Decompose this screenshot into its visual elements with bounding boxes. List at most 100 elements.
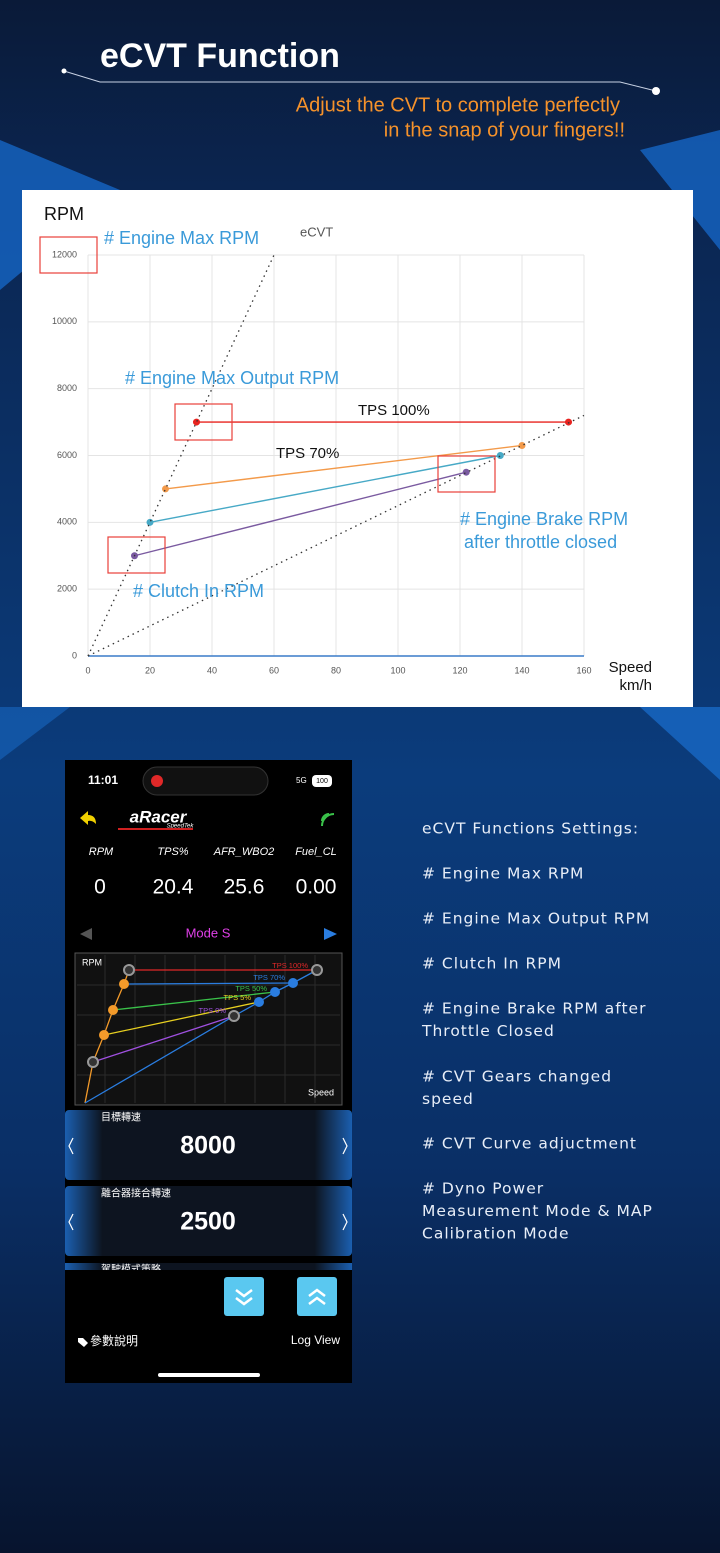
feature-heading: eCVT Functions Settings:	[422, 820, 639, 838]
column-label: RPM	[89, 846, 114, 858]
x-tick-label: 140	[514, 665, 529, 675]
log-view[interactable]: Log View	[291, 1333, 340, 1347]
brand: aRacer	[130, 807, 188, 826]
readings: RPM 0 TPS% 20.4 AFR_WBO2 25.6 Fuel_CL 0.00	[89, 846, 337, 899]
rule-dot	[652, 87, 660, 95]
chart-panel	[22, 190, 693, 707]
signal-icon	[321, 813, 335, 827]
series-line	[134, 471, 467, 557]
feature-item: Calibration Mode	[422, 1225, 570, 1243]
highlight-box	[107, 536, 166, 574]
x-tick-label: 120	[452, 665, 467, 675]
status-battery: 100	[316, 778, 328, 785]
card[interactable]	[65, 1110, 352, 1180]
feature-item: # CVT Curve adjuctment	[422, 1135, 637, 1153]
y-tick-label: 6000	[57, 450, 77, 460]
decor	[640, 707, 720, 780]
annotation: # Engine Max Output RPM	[125, 368, 339, 388]
y-tick-label: 8000	[57, 383, 77, 393]
dynamic-island	[142, 766, 269, 796]
help-link[interactable]: 參數說明	[90, 1333, 138, 1348]
feature-item: # Dyno Power	[422, 1180, 544, 1198]
feature-item: # CVT Gears changed	[422, 1068, 612, 1086]
feature-item: speed	[422, 1090, 474, 1108]
title-rule	[63, 70, 657, 92]
mini-y-label: RPM	[82, 957, 102, 967]
series-line	[165, 444, 523, 490]
annotation: TPS 100%	[358, 402, 430, 419]
brand-sub: SpeedTek	[167, 824, 195, 830]
status-time: 11:01	[88, 773, 118, 787]
series-line	[149, 454, 501, 524]
record-dot	[151, 775, 163, 787]
x-tick-label: 160	[576, 665, 591, 675]
column-label: TPS%	[157, 846, 188, 858]
highlight-box	[39, 236, 98, 274]
chart-title: eCVT	[300, 224, 333, 239]
card-label: 目標轉速	[101, 1111, 141, 1124]
column-label: Fuel_CL	[295, 846, 337, 858]
curve-label: TPS 0%	[198, 1006, 226, 1015]
mode-label: Mode S	[186, 925, 231, 940]
card[interactable]	[65, 1186, 352, 1256]
guide-line	[87, 254, 275, 657]
column-label: AFR_WBO2	[213, 846, 275, 858]
brand-bar	[118, 828, 193, 830]
y-tick-label: 12000	[52, 249, 77, 259]
x-tick-label: 20	[145, 665, 155, 675]
battery	[312, 775, 332, 787]
card-label: 離合器接合轉速	[101, 1187, 171, 1200]
annotation: # Engine Max RPM	[104, 228, 259, 248]
highlight-box	[437, 455, 496, 493]
mini-labels: TPS 100% TPS 70% TPS 50%TPS 5% TPS 0%	[198, 961, 308, 1015]
data-point	[462, 468, 470, 476]
data-point	[162, 485, 169, 493]
data-point	[496, 452, 504, 459]
title: eCVT Function	[100, 37, 340, 75]
curve-label: TPS 70%	[253, 973, 285, 982]
curve-label: TPS 100%	[272, 961, 308, 970]
x-axis-label: km/h	[619, 677, 652, 694]
card-arrows	[68, 1137, 348, 1231]
data-point	[193, 418, 200, 426]
data-point	[146, 518, 154, 526]
curve-label: TPS 5%	[223, 993, 251, 1002]
icon	[308, 1288, 326, 1305]
feature-item: # Engine Max RPM	[422, 865, 584, 883]
home-indicator	[158, 1373, 260, 1377]
mode-next[interactable]	[324, 928, 337, 940]
y-tick-label: 10000	[52, 316, 77, 326]
data-point	[565, 418, 572, 426]
rule-dot	[61, 68, 67, 74]
guide-line	[87, 414, 585, 657]
subtitle: in the snap of your fingers!!	[384, 119, 625, 141]
reading-value: 20.4	[153, 876, 194, 899]
mini-points	[87, 964, 323, 1068]
feature-item: Measurement Mode & MAP	[422, 1202, 653, 1220]
card[interactable]	[65, 1263, 352, 1271]
reading-value: 25.6	[224, 876, 265, 899]
subtitle: Adjust the CVT to complete perfectly	[296, 94, 620, 116]
feature-item: # Clutch In RPM	[422, 955, 562, 973]
feature-item: Throttle Closed	[421, 1022, 555, 1040]
x-tick-label: 80	[331, 665, 341, 675]
y-tick-label: 4000	[57, 517, 77, 527]
y-tick-label: 2000	[57, 584, 77, 594]
back-button[interactable]	[80, 811, 96, 825]
chart: 0 2000 4000 6000 8000 10000 12000 0 20 40 60 80 100 1…	[39, 204, 652, 694]
x-tick-label: 0	[85, 665, 90, 675]
x-tick-label: 40	[207, 665, 217, 675]
mode-prev[interactable]	[80, 928, 92, 940]
x-tick-label: 100	[390, 665, 405, 675]
annotation: TPS 70%	[276, 445, 339, 462]
decor	[0, 707, 70, 760]
y-axis-label: RPM	[44, 204, 84, 224]
status-network: 5G	[296, 776, 307, 785]
feature-list: eCVT Functions Settings: # Engine Max RPM…	[421, 820, 653, 1243]
icon	[235, 1289, 253, 1306]
mini-x-label: Speed	[308, 1087, 334, 1097]
annotation: # Engine Brake RPM	[460, 509, 628, 529]
reading-value: 0.00	[296, 876, 337, 899]
